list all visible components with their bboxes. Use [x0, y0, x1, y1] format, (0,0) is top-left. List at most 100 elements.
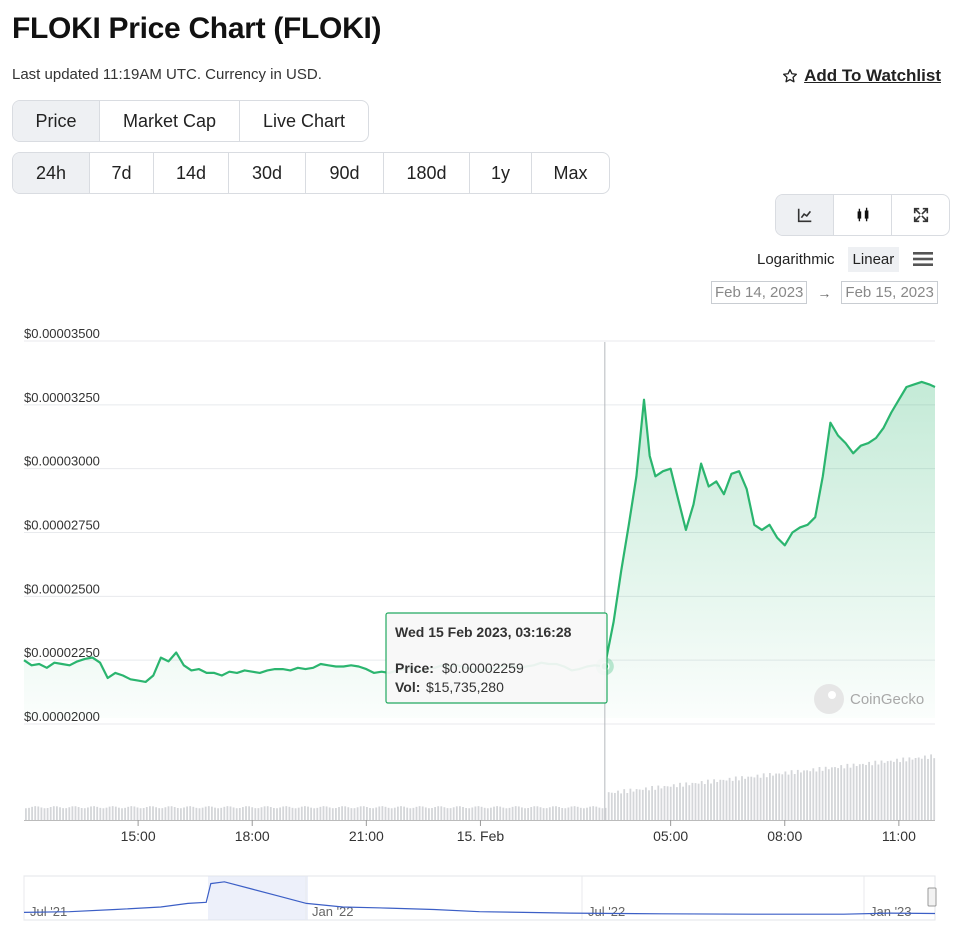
volume-bar: [378, 806, 381, 820]
volume-bar: [796, 769, 799, 820]
candlestick-view-button[interactable]: [834, 195, 892, 235]
volume-bar: [393, 807, 396, 820]
volume-bar: [812, 768, 815, 820]
volume-bar: [105, 807, 108, 820]
volume-bar: [769, 773, 771, 820]
range-tab-30d[interactable]: 30d: [229, 153, 306, 193]
volume-bar: [310, 807, 312, 820]
tooltip-price-value: $0.00002259: [442, 660, 524, 676]
volume-bar: [778, 773, 781, 820]
volume-bar: [322, 806, 325, 820]
volume-bar: [607, 792, 610, 820]
volume-bar: [384, 806, 387, 820]
volume-bar: [527, 808, 529, 820]
volume-bar: [744, 778, 746, 820]
add-to-watchlist-link[interactable]: Add To Watchlist: [782, 66, 941, 86]
volume-bar: [242, 807, 244, 820]
volume-bar: [843, 768, 846, 820]
volume-bar: [728, 777, 731, 820]
volume-bar: [738, 780, 740, 820]
volume-bar: [263, 806, 266, 820]
volume-bar: [719, 779, 722, 820]
range-tab-14d[interactable]: 14d: [154, 153, 229, 193]
volume-bar: [831, 767, 833, 820]
volume-bar: [297, 807, 300, 820]
volume-bar: [362, 806, 365, 820]
volume-bar: [375, 807, 378, 820]
volume-bar: [920, 758, 923, 820]
volume-bar: [195, 807, 198, 820]
volume-bar: [155, 807, 157, 820]
volume-bar: [731, 780, 734, 820]
volume-bar: [855, 766, 858, 820]
volume-bar: [725, 780, 728, 820]
tab-market-cap[interactable]: Market Cap: [100, 101, 240, 141]
tab-price[interactable]: Price: [13, 101, 100, 141]
volume-bar: [328, 807, 331, 820]
tooltip: Wed 15 Feb 2023, 03:16:28 Price: $0.000022…: [385, 612, 608, 704]
coingecko-logo-eye: [828, 691, 836, 699]
volume-bar: [124, 807, 126, 820]
volume-bar: [858, 764, 861, 820]
volume-bar: [294, 808, 297, 820]
volume-bar: [781, 774, 784, 820]
volume-bar: [511, 806, 514, 820]
volume-bar: [493, 806, 495, 820]
volume-bar: [415, 806, 418, 820]
volume-bar: [623, 789, 626, 820]
volume-bar: [499, 806, 502, 820]
fullscreen-button[interactable]: [892, 195, 949, 235]
volume-bar: [49, 807, 52, 820]
volume-bar: [592, 806, 595, 820]
date-to-input[interactable]: Feb 15, 2023: [841, 281, 938, 304]
x-tick-label: 08:00: [767, 828, 802, 844]
volume-bar: [889, 760, 892, 820]
range-tab-1y[interactable]: 1y: [470, 153, 532, 193]
last-updated-text: Last updated 11:19AM UTC. Currency in US…: [12, 66, 322, 83]
volume-bar: [772, 775, 774, 820]
volume-bar: [545, 808, 548, 820]
volume-bar: [108, 806, 111, 820]
volume-bar: [641, 789, 644, 820]
volume-bar: [827, 769, 830, 820]
linear-option[interactable]: Linear: [847, 247, 900, 272]
volume-bar: [176, 808, 179, 820]
volume-bar: [514, 806, 517, 820]
volume-bar: [874, 760, 877, 820]
logarithmic-option[interactable]: Logarithmic: [757, 251, 835, 268]
volume-bar: [273, 808, 275, 820]
volume-bar: [784, 771, 787, 820]
volume-bar: [815, 771, 818, 820]
volume-bar: [756, 774, 759, 820]
volume-bar: [685, 782, 688, 820]
scale-toggle: Logarithmic Linear: [752, 247, 900, 272]
range-tab-7d[interactable]: 7d: [90, 153, 154, 193]
volume-bar: [121, 808, 123, 820]
volume-bar: [130, 806, 133, 820]
volume-bar: [152, 806, 154, 820]
navigator-handle[interactable]: [927, 887, 937, 907]
volume-bar: [257, 808, 260, 820]
volume-bar: [285, 806, 288, 820]
tab-live-chart[interactable]: Live Chart: [262, 110, 346, 131]
volume-bar: [68, 807, 71, 820]
volume-bar: [899, 762, 901, 820]
range-tab-max[interactable]: Max: [553, 162, 588, 183]
volume-bar: [437, 806, 440, 820]
volume-bar: [440, 806, 443, 820]
volume-bar: [682, 786, 684, 820]
volume-bar: [734, 776, 737, 820]
navigator-line: [23, 881, 936, 915]
range-tab-180d[interactable]: 180d: [384, 153, 470, 193]
line-chart-view-button[interactable]: [776, 195, 834, 235]
navigator-highlight: [208, 876, 308, 920]
date-from-input[interactable]: Feb 14, 2023: [711, 281, 808, 304]
range-tab-24h[interactable]: 24h: [13, 153, 90, 193]
volume-bar: [87, 807, 89, 820]
menu-icon[interactable]: [912, 250, 934, 268]
volume-bar: [821, 770, 824, 820]
volume-bar: [366, 807, 368, 820]
volume-bar: [170, 806, 173, 820]
range-tab-90d[interactable]: 90d: [306, 153, 384, 193]
